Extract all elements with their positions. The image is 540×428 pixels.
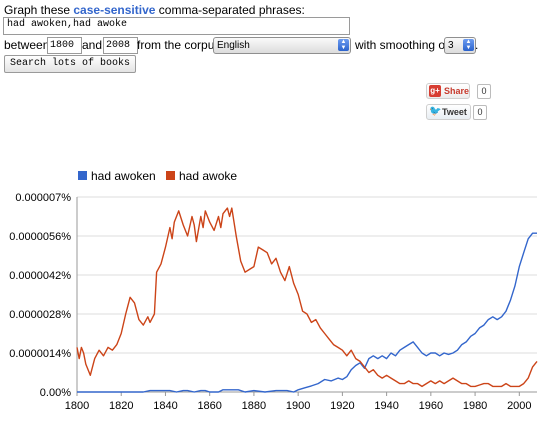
trailing-period: . (475, 38, 479, 52)
corpus-select[interactable]: English ▲ ▼ (213, 37, 351, 54)
share-count: 0 (477, 84, 491, 99)
query-prompt: Graph these case-sensitive comma-separat… (4, 3, 305, 17)
select-arrows-icon: ▲ ▼ (338, 39, 349, 51)
and-label: and (82, 38, 103, 52)
search-button[interactable]: Search lots of books (4, 55, 137, 73)
y-tick-label: 0.0000056% (9, 231, 71, 243)
x-tick-label: 1980 (463, 400, 487, 412)
x-tick-label: 1860 (197, 400, 221, 412)
legend-label-had-awoken: had awoken (91, 169, 156, 183)
x-tick-label: 1900 (286, 400, 310, 412)
x-tick-label: 1920 (330, 400, 354, 412)
ngram-chart: 0.00% 0.0000014% 0.0000028% 0.0000042% 0.000… (9, 169, 538, 412)
between-label: between (4, 38, 50, 52)
range-controls: between 1800 and 2008 from the corpus En… (4, 37, 534, 54)
y-tick-label: 0.0000014% (9, 348, 71, 360)
y-tick-label: 0.0000042% (9, 270, 71, 282)
prompt-text-end: comma-separated phrases: (155, 3, 305, 17)
y-tick-label: 0.000007% (15, 192, 71, 204)
corpus-label: from the corpus (137, 38, 221, 52)
x-tick-label: 1820 (109, 400, 133, 412)
start-year-input[interactable]: 1800 (47, 37, 82, 54)
smoothing-arrows-icon: ▲ ▼ (463, 39, 474, 51)
x-tick-label: 1800 (65, 400, 89, 412)
x-tick-label: 2000 (507, 400, 531, 412)
y-tick-label: 0.0000028% (9, 309, 71, 321)
x-tick-label: 1940 (374, 400, 398, 412)
y-tick-label: 0.00% (40, 387, 71, 399)
corpus-select-value: English (217, 40, 250, 51)
phrases-input[interactable]: had awoken,had awoke (3, 17, 350, 35)
smoothing-label: with smoothing of (355, 38, 449, 52)
share-label: Share (444, 86, 470, 96)
tweet-label: Tweet (442, 107, 467, 117)
case-sensitive-link[interactable]: case-sensitive (73, 3, 156, 17)
smoothing-select[interactable]: 3 ▲ ▼ (444, 37, 476, 54)
tweet-count: 0 (473, 105, 487, 120)
x-tick-label: 1880 (242, 400, 266, 412)
legend-swatch-had-awoken (78, 171, 87, 180)
legend-swatch-had-awoke (166, 171, 175, 180)
smoothing-select-value: 3 (448, 40, 454, 51)
legend-label-had-awoke: had awoke (179, 169, 237, 183)
twitter-bird-icon: 🐦 (429, 106, 442, 117)
series-line-had-awoken (77, 232, 537, 393)
x-tick-label: 1840 (153, 400, 177, 412)
tweet-button[interactable]: 🐦 Tweet (426, 104, 471, 120)
series-line-had-awoke (76, 207, 538, 388)
x-tick-label: 1960 (419, 400, 443, 412)
share-button[interactable]: g+ Share (426, 83, 470, 99)
prompt-text-start: Graph these (4, 3, 74, 17)
end-year-input[interactable]: 2008 (103, 37, 138, 54)
google-plus-icon: g+ (429, 85, 441, 97)
